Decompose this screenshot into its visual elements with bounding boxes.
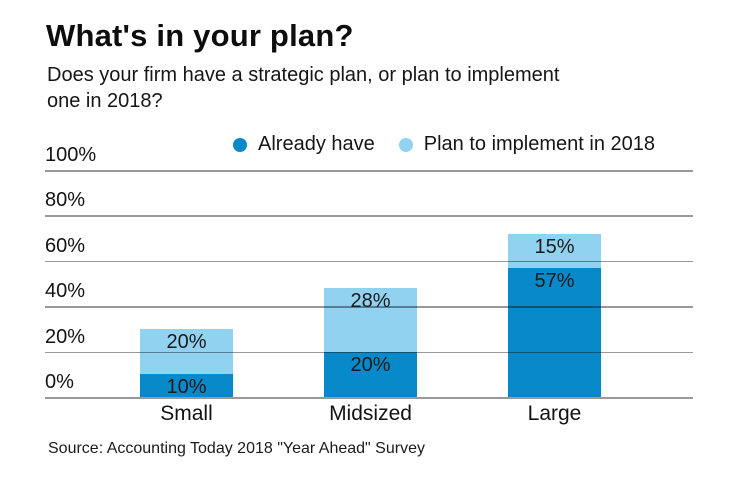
- gridline: [45, 170, 693, 172]
- bar-segment-plan-to-implement-in-2018: [324, 288, 417, 352]
- legend-label: Plan to implement in 2018: [423, 133, 655, 155]
- chart-subtitle-line1: Does your firm have a strategic plan, or…: [47, 64, 560, 86]
- source-note: Source: Accounting Today 2018 "Year Ahea…: [48, 440, 425, 457]
- bar-value-label: 20%: [350, 353, 391, 376]
- legend-item: Plan to implement in 2018: [398, 133, 655, 156]
- legend-dot-icon: [398, 137, 413, 152]
- legend-item: Already have: [233, 133, 375, 156]
- gridline: [45, 215, 693, 217]
- y-axis-tick-label: 60%: [45, 234, 86, 257]
- bar-segment-already-have: [508, 267, 601, 397]
- bar-segment-plan-to-implement-in-2018: [140, 328, 233, 375]
- bar-value-label: 20%: [166, 330, 207, 353]
- bar-value-label: 57%: [534, 269, 575, 292]
- bar-value-label: 15%: [534, 235, 575, 258]
- category-label: Midsized: [329, 402, 412, 425]
- gridline: [45, 397, 693, 399]
- category-label: Large: [527, 402, 582, 425]
- legend-dot-icon: [233, 137, 247, 152]
- chart-subtitle-line2: one in 2018?: [47, 90, 163, 112]
- category-label: Small: [160, 402, 213, 425]
- bar-segment-already-have: [324, 351, 417, 397]
- bar-value-label: 28%: [350, 290, 391, 313]
- y-axis-tick-label: 20%: [45, 325, 86, 348]
- y-axis-tick-label: 100%: [45, 144, 97, 166]
- chart-title: What's in your plan?: [46, 18, 354, 53]
- legend-label: Already have: [258, 133, 375, 155]
- legend: Already have Plan to implement in 2018: [233, 133, 655, 156]
- bar-segment-already-have: [140, 374, 233, 397]
- y-axis-tick-label: 40%: [45, 280, 86, 303]
- y-axis-tick-label: 80%: [45, 189, 86, 212]
- gridline: [45, 306, 693, 308]
- gridline: [45, 351, 693, 354]
- bar-value-label: 10%: [166, 376, 207, 399]
- chart-subtitle: Does your firm have a strategic plan, or…: [47, 62, 559, 114]
- y-axis-tick-label: 0%: [45, 371, 74, 393]
- gridline: [45, 260, 693, 263]
